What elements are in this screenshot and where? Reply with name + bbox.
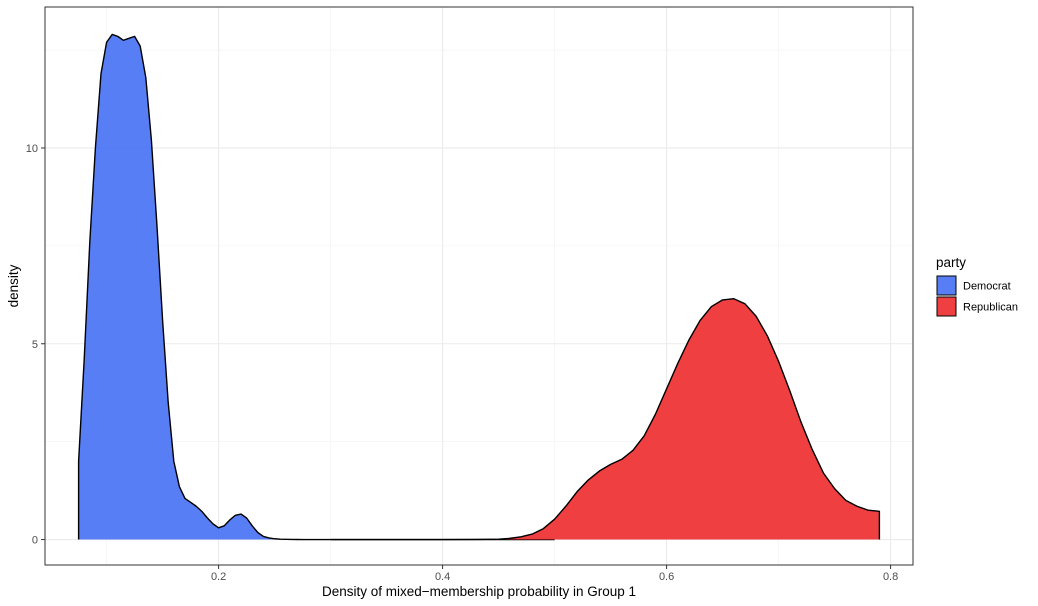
- x-axis-title: Density of mixed−membership probability …: [322, 584, 636, 599]
- x-tick-label: 0.4: [435, 571, 450, 583]
- legend-key-republican: [936, 296, 957, 317]
- legend-key-democrat: [936, 275, 957, 296]
- y-axis-title: density: [6, 264, 21, 307]
- y-tick-label: 5: [32, 339, 38, 351]
- republican-density-area: [330, 298, 880, 540]
- legend-title: party: [936, 255, 966, 270]
- democrat-density-area: [78, 34, 555, 540]
- x-tick-label: 0.6: [659, 571, 674, 583]
- x-tick-label: 0.8: [883, 571, 898, 583]
- legend-label-democrat: Democrat: [963, 281, 1011, 293]
- y-tick-label: 0: [32, 535, 38, 547]
- panel-border: [44, 6, 914, 566]
- series-layer: [77, 33, 881, 541]
- y-tick-label: 10: [26, 143, 38, 155]
- legend: party Democrat Republican: [936, 255, 1018, 317]
- republican-density-line: [330, 298, 881, 541]
- legend-label-republican: Republican: [963, 302, 1018, 314]
- x-axis: 0.2 0.4 0.6 0.8: [211, 565, 898, 583]
- x-tick-label: 0.2: [211, 571, 226, 583]
- democrat-density-line: [77, 33, 555, 541]
- y-axis: 0 5 10: [26, 143, 45, 547]
